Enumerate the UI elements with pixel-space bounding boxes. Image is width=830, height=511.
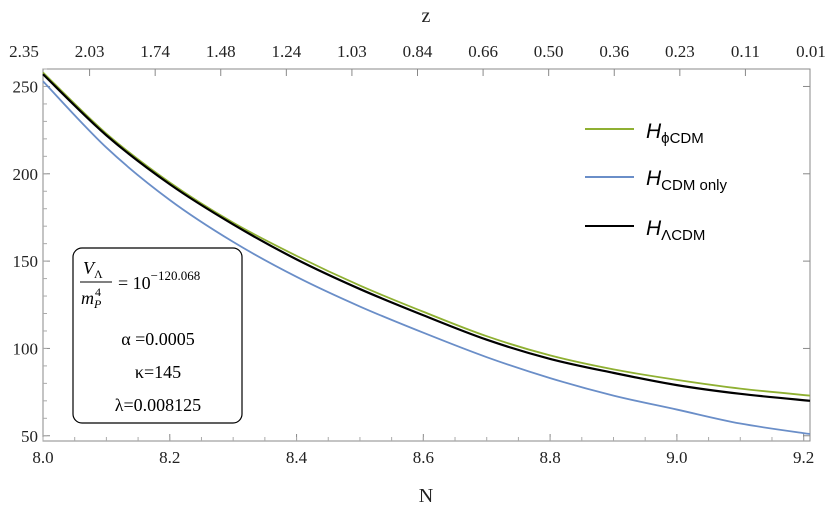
y-axis-ticks: 50 100 150 200 250 [13,68,810,446]
series-line-ϕcdm [42,71,811,397]
y-tick-label: 50 [21,427,38,446]
top-tick-label: 0.23 [665,42,695,61]
legend-label-phicdm: HϕCDM [646,120,704,147]
top-tick-label: 0.84 [403,42,433,61]
y-tick-label: 200 [13,165,39,184]
x-axis-label: N [419,485,433,507]
top-tick-label: 2.03 [75,42,105,61]
kappa-value: κ=145 [135,362,181,382]
legend-label-cdm-only: HCDM only [646,167,728,194]
x-tick-label: 8.6 [413,448,434,467]
x-axis-ticks: 8.0 8.2 8.4 8.6 8.8 9.0 9.2 [32,434,814,467]
fraction-numerator: VΛ [83,258,103,281]
x-tick-label: 8.4 [286,448,308,467]
legend-label-lambdacdm: HΛCDM [646,217,705,244]
top-tick-label: 1.48 [206,42,236,61]
series-lines [42,71,811,435]
parameter-box-frame [72,247,243,424]
y-tick-label: 150 [13,252,39,271]
top-axis-ticks: 2.35 2.03 1.74 1.48 1.24 1.03 0.84 0.66 0.50 0.36… [9,42,826,76]
series-line-λcdm [42,73,811,402]
y-tick-label: 100 [13,339,39,358]
top-tick-label: 1.03 [337,42,367,61]
top-tick-label: 0.01 [796,42,826,61]
series-line-cdm-only [42,80,811,435]
alpha-value: α =0.0005 [121,329,195,349]
top-tick-label: 1.74 [140,42,170,61]
top-tick-label: 0.36 [599,42,629,61]
x-tick-label: 8.0 [32,448,53,467]
top-tick-label: 0.66 [468,42,498,61]
x-tick-label: 8.2 [159,448,180,467]
x-tick-label: 9.0 [666,448,687,467]
parameter-box: VΛ m4 P = 10−120.068 α =0.0005 κ=145 λ=0.… [72,247,243,424]
power-of-ten: = 10−120.068 [118,268,200,293]
lambda-value: λ=0.008125 [115,395,201,415]
top-tick-label: 0.50 [534,42,564,61]
legend: HϕCDM HCDM only HΛCDM [585,120,728,244]
x-tick-label: 8.8 [539,448,560,467]
top-tick-label: 1.24 [271,42,301,61]
plot-frame [42,68,811,442]
x-tick-label: 9.2 [793,448,814,467]
top-tick-label: 2.35 [9,42,39,61]
top-axis-label: z [422,5,431,27]
fraction-denominator: m4 P [81,285,102,311]
y-tick-label: 250 [13,77,39,96]
top-tick-label: 0.11 [731,42,760,61]
